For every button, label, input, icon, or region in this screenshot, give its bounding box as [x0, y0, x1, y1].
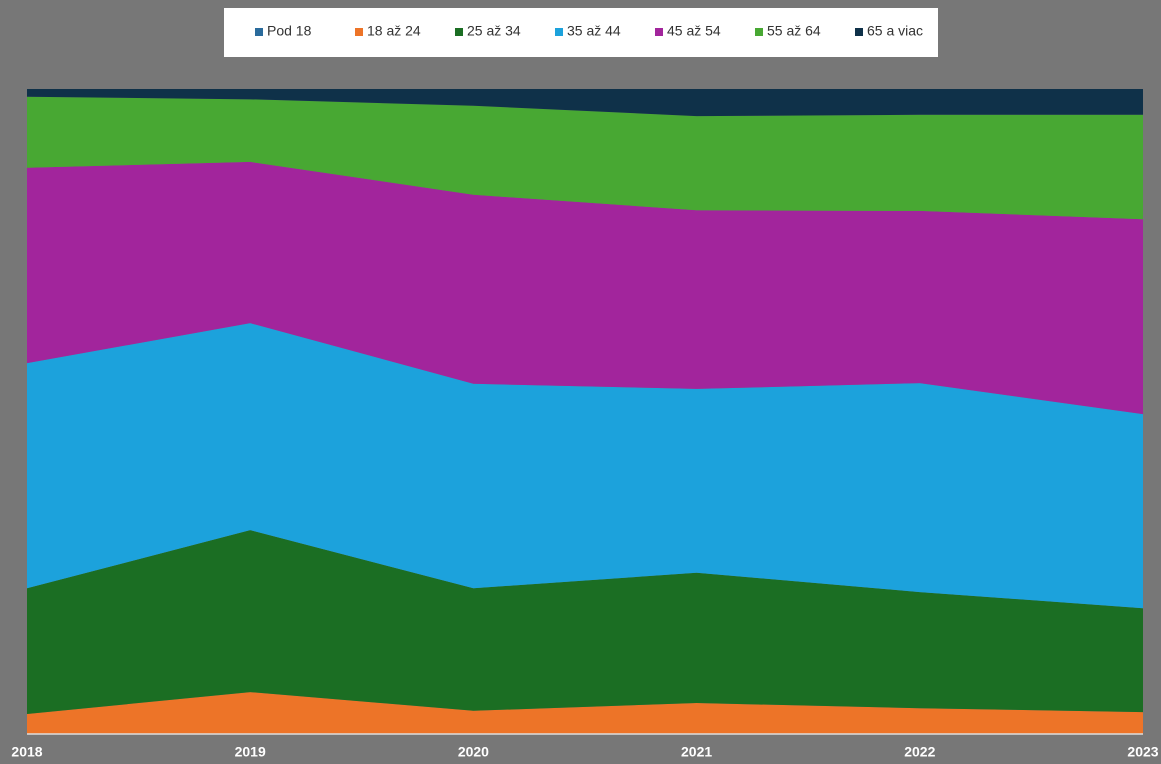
legend-swatch	[255, 28, 263, 36]
legend-swatch	[455, 28, 463, 36]
x-tick-label: 2020	[458, 744, 489, 760]
legend-label: 25 až 34	[467, 23, 521, 39]
legend-label: 35 až 44	[567, 23, 621, 39]
area	[27, 89, 1143, 117]
x-tick-label: 2022	[904, 744, 935, 760]
legend-label: Pod 18	[267, 23, 312, 39]
legend-label: 18 až 24	[367, 23, 421, 39]
legend-label: 65 a viac	[867, 23, 923, 39]
legend-label: 45 až 54	[667, 23, 721, 39]
legend-swatch	[355, 28, 363, 36]
area	[27, 323, 1143, 609]
x-tick-label: 2018	[11, 744, 42, 760]
legend-swatch	[855, 28, 863, 36]
legend-swatch	[655, 28, 663, 36]
area	[27, 96, 1143, 220]
x-tick-label: 2021	[681, 744, 712, 760]
legend-swatch	[755, 28, 763, 36]
area	[27, 692, 1143, 734]
legend-swatch	[555, 28, 563, 36]
legend-label: 55 až 64	[767, 23, 821, 39]
x-tick-label: 2019	[235, 744, 266, 760]
legend-box	[224, 8, 938, 57]
area	[27, 530, 1143, 715]
area	[27, 161, 1143, 415]
x-tick-label: 2023	[1127, 744, 1158, 760]
